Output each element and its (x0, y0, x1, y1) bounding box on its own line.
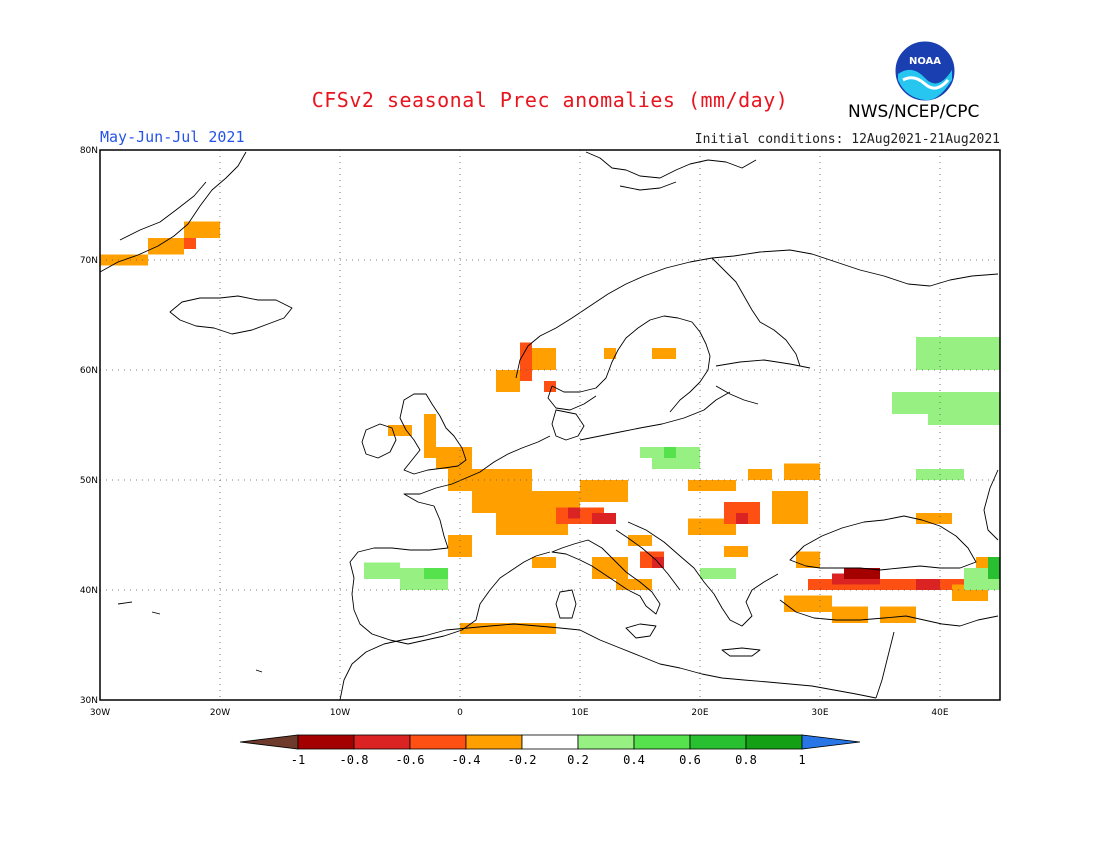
anomaly-cell (532, 348, 556, 370)
colorbar-label: -0.8 (340, 753, 369, 767)
colorbar-segment (633, 734, 691, 750)
colorbar-segment (577, 734, 635, 750)
anomaly-cell (916, 337, 1000, 370)
logo-text: NOAA (909, 56, 941, 67)
anomaly-cell (148, 238, 184, 255)
anomaly-cell (808, 579, 964, 590)
noaa-logo-icon: NOAA (894, 40, 956, 102)
anomaly-cell (916, 579, 940, 590)
anomaly-cell (892, 392, 1000, 414)
anomaly-cell (592, 557, 628, 579)
agency-label: NWS/NCEP/CPC (848, 102, 980, 122)
colorbar-segment (409, 734, 467, 750)
anomaly-cell (424, 568, 448, 579)
anomaly-cell (688, 480, 736, 491)
anomaly-cell (988, 557, 1000, 579)
anomaly-cell (424, 414, 436, 458)
anomaly-cell (532, 557, 556, 568)
anomaly-cell (544, 381, 556, 392)
colorbar-high-arrow (801, 734, 861, 750)
anomaly-cell (664, 447, 676, 458)
anomaly-cell (628, 535, 652, 546)
lon-tick-label: 0 (457, 708, 463, 718)
anomaly-cell (880, 606, 916, 623)
lat-tick-label: 80N (80, 146, 98, 156)
anomaly-cell (568, 507, 580, 519)
colorbar-label: -0.6 (396, 753, 425, 767)
colorbar-low-arrow (239, 734, 299, 750)
anomaly-cell (520, 342, 532, 381)
colorbar-segment (745, 734, 803, 750)
anomaly-cell (184, 221, 220, 238)
colorbar-segment (689, 734, 747, 750)
anomaly-cell (604, 348, 616, 359)
colorbar-label: 0.6 (679, 753, 701, 767)
colorbar-label: 0.4 (623, 753, 645, 767)
colorbar-segment (465, 734, 523, 750)
anomaly-cell (700, 568, 736, 579)
season-label: May-Jun-Jul 2021 (100, 128, 245, 146)
colorbar-label: 0.8 (735, 753, 757, 767)
axis-ticks: 30W 20W 10W 0 10E 20E 30E 40E 30N 40N 50N 60N 70N 80N (80, 146, 949, 718)
anomaly-cell (436, 447, 472, 469)
lon-tick-label: 20E (691, 708, 708, 718)
anomaly-cell (844, 568, 880, 579)
lon-tick-label: 30W (90, 708, 110, 718)
lon-tick-label: 40E (931, 708, 948, 718)
lat-tick-label: 70N (80, 256, 98, 266)
colorbar-label: -1 (291, 753, 305, 767)
anomaly-cell (496, 370, 520, 392)
anomaly-cell (652, 348, 676, 359)
anomaly-cell (724, 546, 748, 557)
anomaly-cell (364, 562, 400, 579)
anomaly-cell (388, 425, 412, 436)
anomaly-cell (580, 480, 628, 502)
anomaly-cell (832, 606, 868, 623)
anomaly-cell (460, 623, 556, 634)
coastlines (99, 151, 999, 701)
colorbar-label: 1 (798, 753, 805, 767)
anomaly-cell (784, 463, 820, 480)
map-title: CFSv2 seasonal Prec anomalies (mm/day) (311, 88, 789, 112)
anomaly-cell (784, 595, 832, 612)
colorbar-segment (353, 734, 411, 750)
colorbar-segment (521, 734, 579, 750)
anomaly-cell (496, 513, 568, 535)
lat-tick-label: 60N (80, 366, 98, 376)
map-frame (99, 149, 1001, 701)
anomaly-cell (652, 458, 700, 469)
anomaly-cell (184, 238, 196, 249)
lat-tick-label: 30N (80, 696, 98, 706)
lon-tick-label: 10W (330, 708, 350, 718)
colorbar-label: 0.2 (567, 753, 589, 767)
anomaly-cell (916, 513, 952, 524)
anomaly-cell (772, 491, 808, 524)
graticule (100, 150, 1000, 700)
lat-tick-label: 50N (80, 476, 98, 486)
initial-conditions-label: Initial conditions: 12Aug2021-21Aug2021 (694, 132, 1000, 147)
anomaly-cell (592, 513, 616, 524)
anomaly-cell (928, 414, 1000, 425)
lat-tick-label: 40N (80, 586, 98, 596)
colorbar-label: -0.4 (452, 753, 481, 767)
lon-tick-label: 20W (210, 708, 230, 718)
anomaly-cell (736, 513, 748, 524)
anomaly-cell (616, 579, 652, 590)
anomaly-cell (796, 551, 820, 568)
lon-tick-label: 10E (571, 708, 588, 718)
colorbar-segment (297, 734, 355, 750)
anomaly-cell (748, 469, 772, 480)
colorbar-label: -0.2 (508, 753, 537, 767)
lon-tick-label: 30E (811, 708, 828, 718)
anomaly-cell (472, 491, 544, 513)
